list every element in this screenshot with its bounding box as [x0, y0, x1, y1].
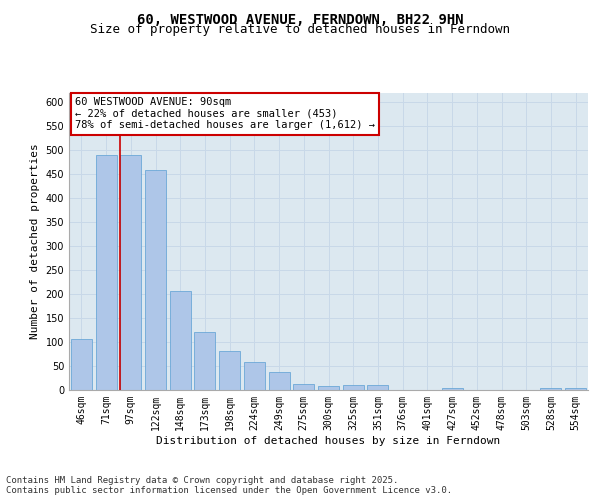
Bar — [145, 170, 166, 390]
Text: Contains HM Land Registry data © Crown copyright and database right 2025.
Contai: Contains HM Land Registry data © Crown c… — [6, 476, 452, 495]
Bar — [120, 155, 141, 390]
Text: 60 WESTWOOD AVENUE: 90sqm
← 22% of detached houses are smaller (453)
78% of semi: 60 WESTWOOD AVENUE: 90sqm ← 22% of detac… — [75, 98, 375, 130]
Text: 60, WESTWOOD AVENUE, FERNDOWN, BH22 9HN: 60, WESTWOOD AVENUE, FERNDOWN, BH22 9HN — [137, 12, 463, 26]
Y-axis label: Number of detached properties: Number of detached properties — [30, 144, 40, 339]
Bar — [541, 388, 562, 390]
Bar — [71, 339, 92, 390]
Bar — [367, 385, 388, 390]
Bar — [219, 350, 240, 390]
Bar — [95, 155, 116, 390]
Bar — [343, 385, 364, 390]
Bar — [244, 362, 265, 390]
Bar — [318, 386, 339, 390]
Bar — [565, 388, 586, 390]
Bar — [442, 388, 463, 390]
Text: Size of property relative to detached houses in Ferndown: Size of property relative to detached ho… — [90, 24, 510, 36]
X-axis label: Distribution of detached houses by size in Ferndown: Distribution of detached houses by size … — [157, 436, 500, 446]
Bar — [293, 384, 314, 390]
Bar — [269, 372, 290, 390]
Bar — [194, 332, 215, 390]
Bar — [170, 290, 191, 390]
